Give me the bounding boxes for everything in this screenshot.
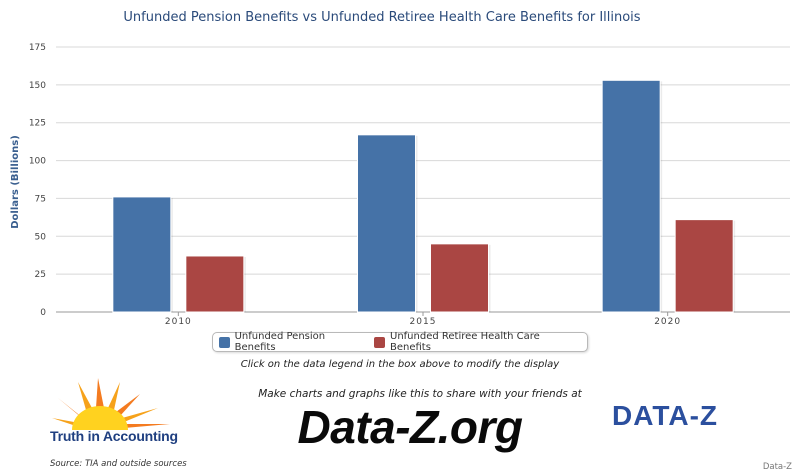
legend-label-health-care: Unfunded Retiree Health Care Benefits <box>390 331 540 353</box>
legend-hint: Click on the data legend in the box abov… <box>240 359 560 370</box>
y-axis-ticks: 0 25 50 75 100 125 150 175 <box>29 43 46 318</box>
chart-legend: Unfunded Pension Benefits Unfunded Retir… <box>212 331 588 353</box>
y-tick-label: 0 <box>40 308 46 318</box>
y-axis-label: Dollars (Billions) <box>10 135 21 229</box>
bar-health-care-2020[interactable] <box>674 219 734 313</box>
x-tick-label: 2010 <box>165 317 192 327</box>
tia-logo-text: Truth in Accounting <box>50 428 178 444</box>
bar-chart: Unfunded Pension Benefits vs Unfunded Re… <box>10 10 790 327</box>
bar-pension-2010[interactable] <box>112 196 172 313</box>
call-to-action: Make charts and graphs like this to shar… <box>258 388 582 400</box>
x-tick-label: 2020 <box>654 317 681 327</box>
y-tick-label: 100 <box>29 157 46 167</box>
y-tick-label: 175 <box>29 43 46 53</box>
legend-label-pension: Unfunded Pension Benefits <box>234 331 326 353</box>
legend-swatch-health-care <box>374 336 385 348</box>
y-tick-label: 150 <box>29 81 46 91</box>
bar-health-care-2010[interactable] <box>185 255 245 313</box>
legend-item-health-care[interactable]: Unfunded Retiree Health Care Benefits <box>374 331 577 353</box>
credit-link[interactable]: Data-Z <box>762 462 792 472</box>
bar-pension-2020[interactable] <box>601 79 661 313</box>
x-tick-label: 2015 <box>410 317 437 327</box>
x-axis-ticks: 2010 2015 2020 <box>165 312 681 327</box>
bar-pension-2015[interactable] <box>357 134 416 313</box>
bars <box>112 79 736 313</box>
legend-item-pension[interactable]: Unfunded Pension Benefits <box>219 331 364 353</box>
source-note: Source: TIA and outside sources <box>50 459 187 469</box>
y-tick-label: 50 <box>35 232 47 242</box>
y-tick-label: 25 <box>35 270 46 280</box>
grid-lines <box>56 46 790 313</box>
legend-swatch-pension <box>219 336 230 348</box>
data-z-site-link[interactable]: Data-Z.org <box>297 401 524 453</box>
bar-health-care-2015[interactable] <box>430 243 489 313</box>
chart-title: Unfunded Pension Benefits vs Unfunded Re… <box>123 10 640 25</box>
data-z-logo: DATA-Z <box>612 400 719 431</box>
y-tick-label: 125 <box>29 119 46 129</box>
y-tick-label: 75 <box>35 194 46 204</box>
sun-logo-icon <box>52 378 170 430</box>
